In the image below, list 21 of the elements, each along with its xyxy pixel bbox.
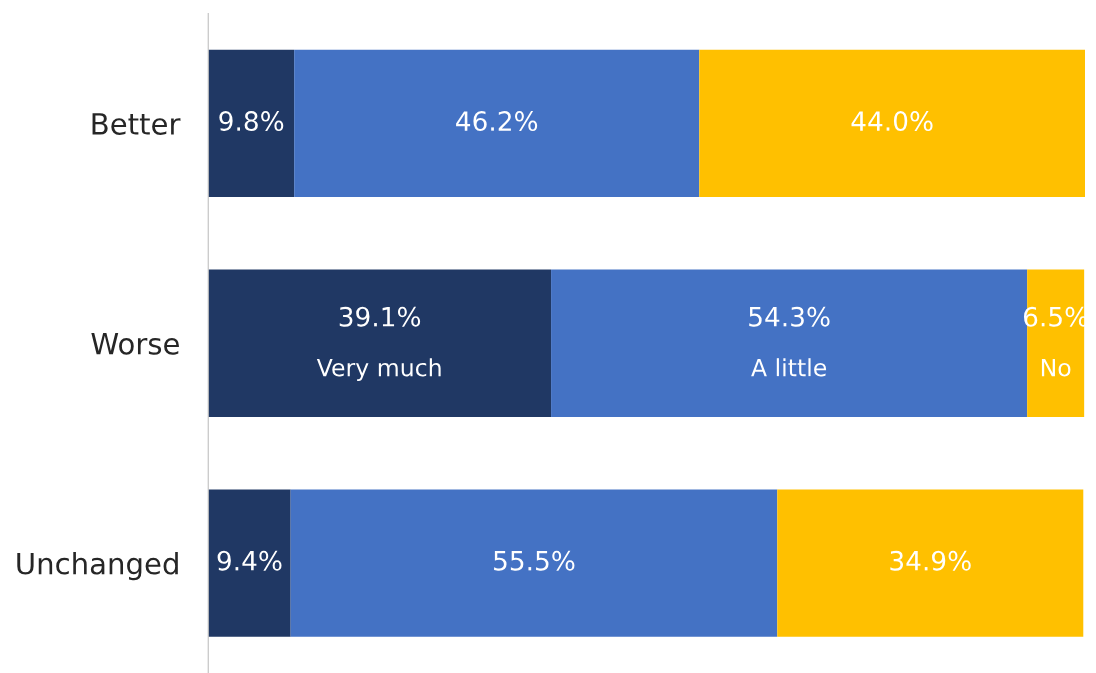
bar xyxy=(208,489,291,637)
bar xyxy=(294,49,700,198)
bar xyxy=(208,49,295,198)
bar xyxy=(290,489,778,637)
y-tick-label: Worse xyxy=(91,333,179,355)
y-tick-label: Better xyxy=(92,113,181,135)
bar xyxy=(777,489,1084,637)
series-label: No xyxy=(1041,358,1071,377)
data-label: 39.1% xyxy=(339,306,421,327)
series-label: Very much xyxy=(316,358,441,382)
data-label: 44.0% xyxy=(851,111,933,132)
bar xyxy=(208,269,552,417)
bar xyxy=(699,49,1086,198)
data-label: 46.2% xyxy=(456,111,538,132)
data-label: 55.5% xyxy=(494,550,575,571)
data-label: 34.9% xyxy=(890,550,971,571)
data-label: 54.3% xyxy=(749,306,830,327)
data-label: 9.8% xyxy=(219,111,284,132)
series-label: A little xyxy=(751,358,827,377)
y-tick-label: Unchanged xyxy=(17,552,178,581)
data-label: 9.4% xyxy=(217,550,282,571)
